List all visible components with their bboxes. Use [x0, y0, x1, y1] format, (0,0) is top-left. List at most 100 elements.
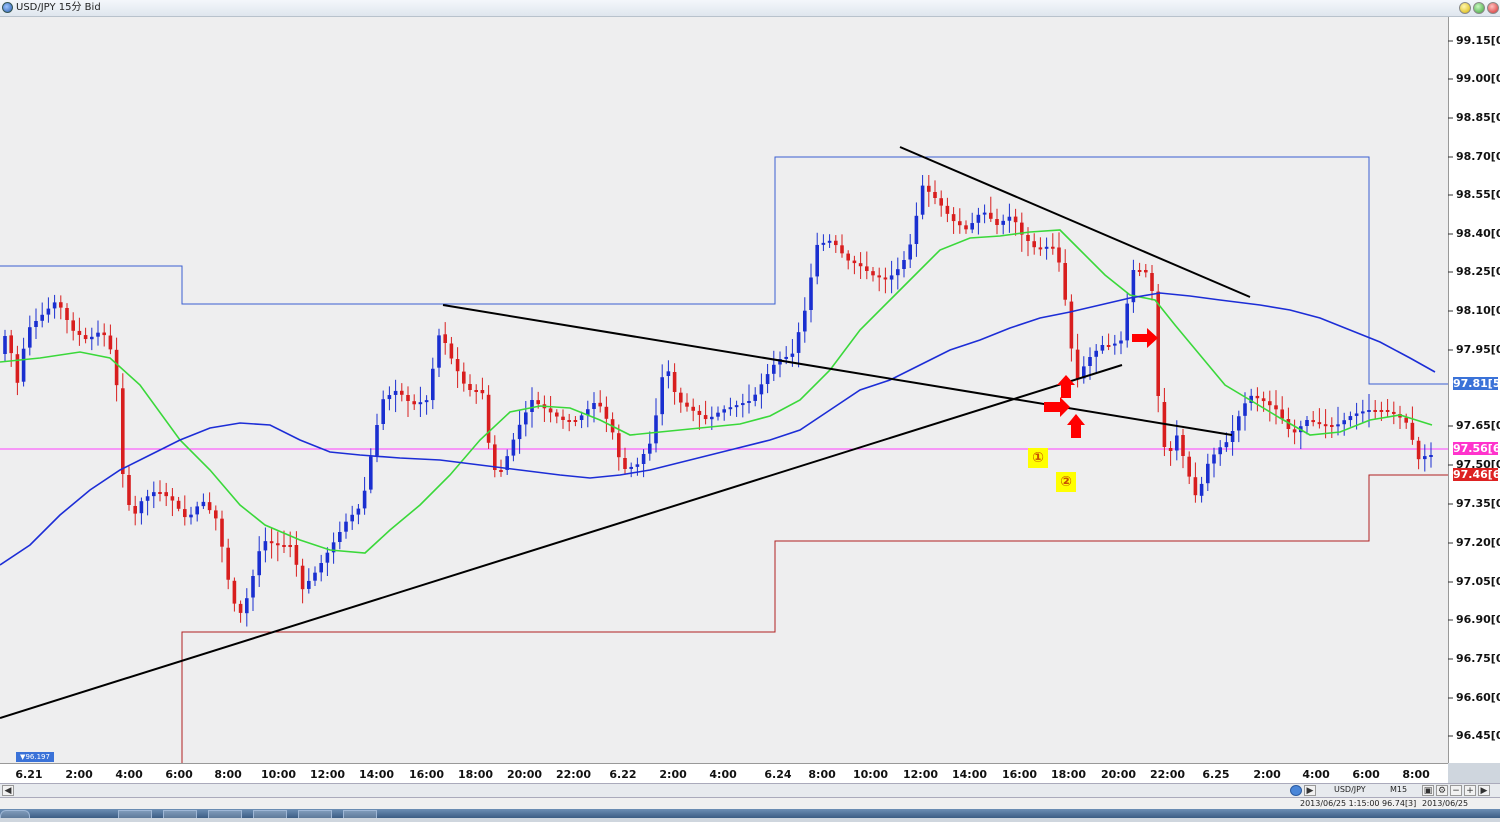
candle-body — [462, 371, 466, 384]
candle-body — [567, 420, 571, 422]
candle-body — [189, 514, 193, 518]
price-label: 97.20[0] — [1456, 536, 1500, 549]
sync-icon[interactable] — [1290, 785, 1302, 796]
candle-body — [1051, 246, 1055, 249]
candle-body — [158, 492, 162, 494]
taskbar-item[interactable] — [298, 810, 332, 818]
candle-body — [443, 334, 447, 343]
price-label: 99.00[0] — [1456, 72, 1500, 85]
zoom-out-icon[interactable]: − — [1450, 785, 1462, 796]
time-label: 18:00 — [458, 768, 494, 781]
candle-body — [307, 580, 311, 589]
candle-body — [920, 185, 925, 215]
taskbar-item[interactable] — [343, 810, 377, 818]
candle-body — [1150, 273, 1154, 291]
candle-body — [28, 327, 32, 348]
candle-body — [220, 518, 224, 547]
candle-body — [3, 336, 7, 354]
candle-body — [995, 219, 999, 225]
candle-body — [1317, 422, 1322, 425]
arrow-left-icon[interactable]: ◀ — [2, 785, 14, 796]
candle-body — [300, 565, 305, 590]
candle-body — [1020, 222, 1024, 235]
taskbar-item[interactable] — [253, 810, 287, 818]
candle-body — [741, 403, 745, 406]
candle-body — [251, 576, 255, 598]
candle-body — [1181, 435, 1185, 456]
horizontal-scrollbar[interactable]: ◀ ▶ ▣ ⚙ − + ▶ — [0, 783, 1500, 798]
time-label: 14:00 — [359, 768, 395, 781]
chart-plot-area[interactable] — [0, 17, 1448, 763]
candle-body — [145, 496, 150, 501]
price-label: 96.45[0] — [1456, 729, 1500, 742]
minimize-icon[interactable] — [1459, 2, 1471, 14]
arrow-right-marker-1 — [1044, 397, 1070, 417]
candle-body — [1069, 301, 1074, 349]
arrow-up-marker-1 — [1057, 375, 1075, 398]
high-price-tag: 97.81[5] — [1453, 377, 1500, 390]
candle-body — [424, 400, 429, 403]
candle-body — [437, 335, 441, 368]
price-label: 96.90[0] — [1456, 613, 1500, 626]
close-icon[interactable] — [1487, 2, 1499, 14]
candle-body — [313, 572, 317, 581]
upper-box-line — [0, 156, 1448, 385]
candle-body — [350, 514, 354, 522]
candle-body — [362, 490, 367, 509]
price-axis[interactable] — [1448, 17, 1500, 763]
candle-body — [1156, 291, 1160, 396]
candle-body — [1007, 216, 1012, 221]
time-label: 22:00 — [1150, 768, 1186, 781]
candle-body — [1026, 235, 1030, 241]
time-label: 8:00 — [214, 768, 242, 781]
time-label: 12:00 — [903, 768, 939, 781]
candle-body — [1348, 416, 1353, 421]
fast-moving-average-line — [0, 229, 1433, 554]
candle-body — [858, 263, 863, 267]
timeframe-selector[interactable]: M15 — [1390, 785, 1408, 794]
candle-body — [889, 275, 894, 280]
candle-body — [1125, 303, 1129, 341]
candle-body — [1057, 247, 1061, 263]
candle-body — [449, 343, 454, 359]
taskbar-item[interactable] — [118, 810, 152, 818]
candle-body — [666, 371, 671, 376]
candle-body — [976, 214, 981, 223]
candle-body — [263, 541, 268, 551]
arrow-right-icon[interactable]: ▶ — [1304, 785, 1316, 796]
candle-body — [1292, 429, 1297, 433]
symbol-selector[interactable]: USD/JPY — [1334, 785, 1366, 794]
time-label: 4:00 — [1302, 768, 1330, 781]
zoom-in-icon[interactable]: + — [1464, 785, 1476, 796]
time-label: 8:00 — [808, 768, 836, 781]
candle-body — [1063, 263, 1067, 300]
maximize-icon[interactable] — [1473, 2, 1485, 14]
marker-two: ② — [1056, 472, 1076, 492]
candle-body — [108, 335, 113, 350]
candle-body — [1416, 440, 1421, 460]
currency-app-icon — [2, 2, 13, 13]
candle-body — [1187, 456, 1191, 477]
candle-body — [1193, 477, 1198, 496]
candle-body — [282, 545, 286, 547]
candle-body — [493, 444, 497, 470]
candle-body — [1094, 350, 1098, 357]
candle-body — [784, 356, 788, 359]
arrow-right-end-icon[interactable]: ▶ — [1478, 785, 1490, 796]
taskbar-item[interactable] — [208, 810, 242, 818]
candle-body — [1113, 343, 1117, 346]
candle-body — [245, 598, 249, 614]
candle-body — [530, 400, 534, 412]
settings-icon[interactable]: ⚙ — [1436, 785, 1448, 796]
taskbar-item[interactable] — [163, 810, 197, 818]
candle-body — [1075, 349, 1080, 379]
screenshot-icon[interactable]: ▣ — [1422, 785, 1434, 796]
candle-body — [121, 388, 125, 474]
candle-body — [1224, 442, 1229, 448]
start-icon[interactable] — [0, 810, 30, 818]
time-axis[interactable]: 6.21 2:00 4:00 6:00 8:00 10:00 12:00 14:00 16:00… — [0, 763, 1448, 784]
price-label: 98.40[0] — [1456, 227, 1500, 240]
candle-body — [846, 253, 850, 261]
candle-body — [753, 394, 757, 401]
